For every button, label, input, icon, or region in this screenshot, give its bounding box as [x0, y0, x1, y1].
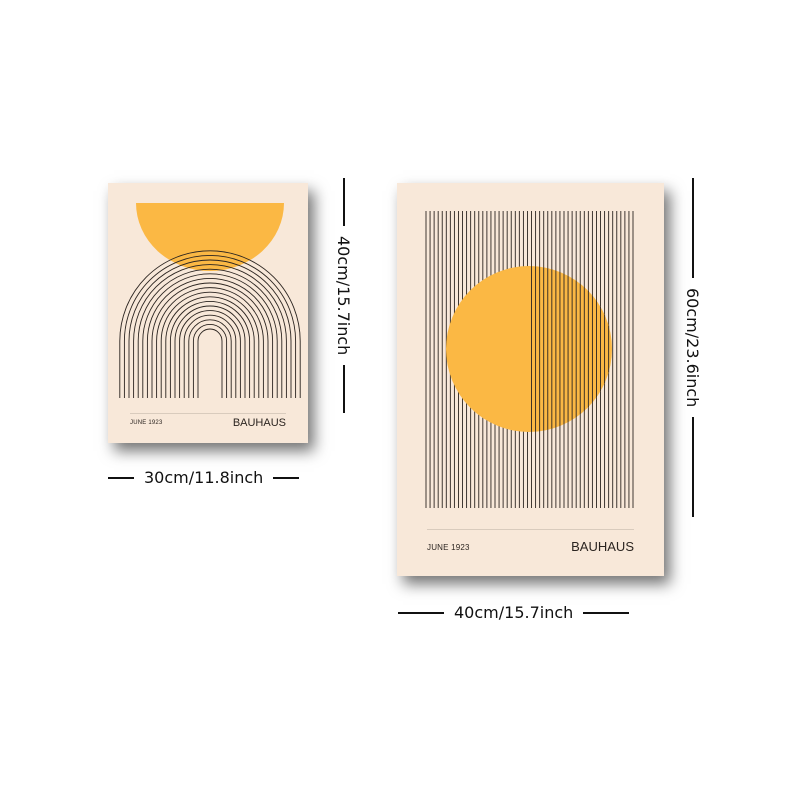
dimension-line	[342, 365, 345, 414]
arch-line	[151, 282, 269, 398]
arch-line	[137, 268, 283, 398]
arch-line	[156, 287, 264, 398]
dimension-line	[273, 476, 300, 479]
small-poster-date: JUNE 1923	[130, 420, 163, 426]
large-poster-date: JUNE 1923	[427, 543, 470, 552]
large-poster-divider	[427, 529, 634, 530]
large-poster-artwork	[397, 183, 664, 576]
arch-line	[146, 277, 274, 398]
arch-line	[197, 328, 223, 398]
small-width-dimension: 30cm/11.8inch	[108, 468, 300, 487]
dimension-line	[691, 178, 694, 278]
arch-line	[183, 314, 237, 398]
small-width-label: 30cm/11.8inch	[144, 468, 264, 487]
small-poster-artwork	[108, 183, 308, 443]
arch-line	[179, 310, 241, 398]
yellow-half-disc	[136, 203, 284, 271]
arch-line	[174, 305, 246, 398]
small-poster-brand: BAUHAUS	[232, 417, 286, 429]
large-poster-brand: BAUHAUS	[571, 539, 634, 554]
arch-line	[160, 291, 260, 398]
small-height-dimension: 40cm/15.7inch	[334, 178, 353, 414]
small-poster: JUNE 1923 BAUHAUS	[108, 183, 308, 443]
arch-line	[119, 250, 301, 398]
arch-line	[165, 296, 255, 398]
large-height-dimension: 60cm/23.6inch	[683, 178, 702, 518]
yellow-circle-right	[529, 266, 612, 432]
dimension-line	[342, 178, 345, 226]
arch-line	[188, 319, 232, 398]
arch-line	[192, 323, 228, 398]
arch-line	[133, 264, 287, 398]
arch-line	[142, 273, 278, 398]
dimension-line	[398, 611, 444, 614]
dimension-line	[691, 417, 694, 518]
dimension-line	[108, 476, 134, 479]
arch-line	[123, 255, 297, 398]
arch-line	[128, 259, 292, 398]
dimension-line	[583, 611, 630, 614]
large-width-dimension: 40cm/15.7inch	[398, 603, 630, 622]
large-height-label: 60cm/23.6inch	[683, 288, 702, 408]
large-width-label: 40cm/15.7inch	[454, 603, 574, 622]
yellow-circle-left	[446, 266, 529, 432]
large-poster: JUNE 1923 BAUHAUS	[397, 183, 664, 576]
small-poster-divider	[130, 413, 286, 414]
small-height-label: 40cm/15.7inch	[334, 236, 353, 356]
arch-line	[169, 300, 251, 398]
